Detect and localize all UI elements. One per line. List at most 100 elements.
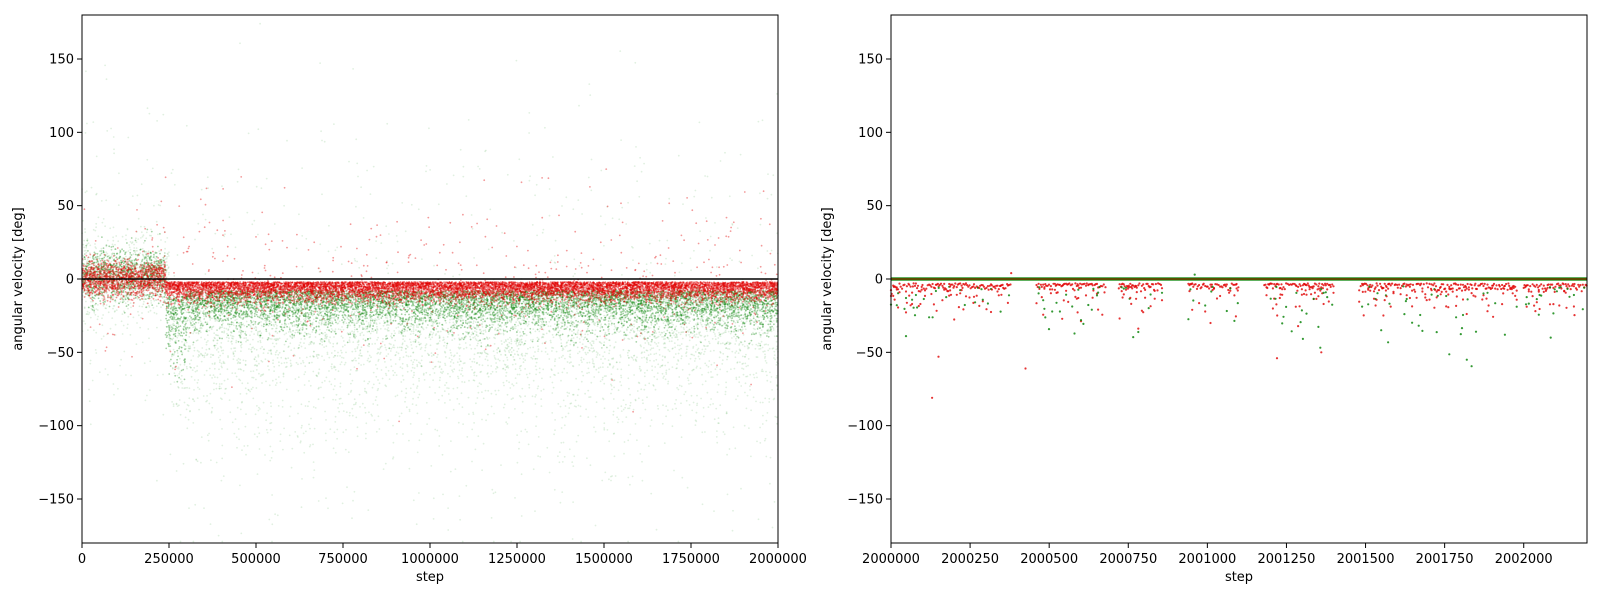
scatter-point	[666, 240, 668, 242]
scatter-point	[552, 156, 554, 158]
scatter-point	[542, 369, 544, 371]
scatter-point	[301, 235, 303, 237]
scatter-point	[506, 380, 508, 382]
scatter-point	[444, 363, 446, 365]
scatter-point	[552, 382, 554, 384]
scatter-point	[321, 355, 323, 357]
scatter-point	[325, 497, 327, 499]
scatter-point	[338, 328, 340, 330]
scatter-point	[253, 327, 255, 329]
scatter-point	[341, 263, 343, 265]
scatter-point	[723, 431, 725, 433]
scatter-point	[376, 396, 378, 398]
scatter-point	[452, 276, 454, 278]
scatter-point	[94, 246, 96, 248]
scatter-point	[517, 354, 519, 356]
scatter-point	[303, 319, 305, 321]
scatter-point	[739, 361, 741, 363]
scatter-point	[470, 366, 472, 368]
scatter-point	[149, 389, 151, 391]
scatter-point	[342, 431, 344, 433]
scatter-point	[681, 262, 683, 264]
scatter-point	[419, 344, 421, 346]
scatter-point	[460, 149, 462, 151]
scatter-point	[141, 306, 143, 308]
scatter-point	[249, 344, 251, 346]
scatter-point	[650, 493, 652, 495]
scatter-point	[657, 345, 659, 347]
scatter-point	[715, 408, 717, 410]
scatter-point	[87, 329, 89, 331]
scatter-point	[451, 355, 453, 357]
scatter-point	[291, 467, 293, 469]
scatter-point	[179, 371, 181, 373]
scatter-point	[113, 148, 115, 150]
scatter-point	[301, 403, 303, 405]
scatter-point	[95, 332, 97, 334]
scatter-point	[245, 337, 247, 339]
scatter-point	[138, 314, 140, 316]
scatter-point	[205, 352, 207, 354]
scatter-point	[646, 357, 648, 359]
scatter-point	[352, 68, 354, 70]
scatter-point	[718, 417, 720, 419]
scatter-point	[117, 388, 119, 390]
scatter-point	[687, 487, 689, 489]
scatter-point	[346, 411, 348, 413]
scatter-point	[237, 181, 239, 183]
scatter-point	[283, 428, 285, 430]
scatter-point	[334, 431, 336, 433]
scatter-point	[729, 195, 731, 197]
scatter-point	[411, 318, 413, 320]
scatter-point	[256, 186, 258, 188]
scatter-point	[257, 427, 259, 429]
scatter-point	[141, 312, 143, 314]
scatter-point	[394, 347, 396, 349]
scatter-point	[240, 533, 242, 535]
scatter-point	[360, 349, 362, 351]
scatter-point	[85, 70, 87, 72]
scatter-point	[142, 248, 144, 250]
scatter-point	[147, 328, 149, 330]
scatter-point	[457, 387, 459, 389]
scatter-point	[353, 322, 355, 324]
scatter-point	[181, 341, 183, 343]
scatter-point	[444, 384, 446, 386]
scatter-point	[627, 541, 629, 543]
scatter-point	[578, 105, 580, 107]
scatter-point	[318, 387, 320, 389]
scatter-point	[481, 324, 483, 326]
scatter-point	[197, 460, 199, 462]
scatter-point	[546, 323, 548, 325]
scatter-point	[484, 350, 486, 352]
scatter-point	[457, 361, 459, 363]
scatter-point	[715, 335, 717, 337]
scatter-point	[517, 325, 519, 327]
scatter-point	[394, 332, 396, 334]
scatter-point	[294, 332, 296, 334]
scatter-point	[235, 418, 237, 420]
scatter-point	[218, 351, 220, 353]
scatter-point	[157, 234, 159, 236]
scatter-point	[717, 329, 719, 331]
scatter-point	[765, 343, 767, 345]
scatter-point	[333, 356, 335, 358]
scatter-point	[672, 324, 674, 326]
scatter-point	[649, 272, 651, 274]
scatter-point	[188, 507, 190, 509]
scatter-point	[487, 390, 489, 392]
scatter-point	[767, 350, 769, 352]
scatter-point	[695, 190, 697, 192]
scatter-point	[421, 258, 423, 260]
scatter-point	[702, 384, 704, 386]
scatter-point	[390, 359, 392, 361]
scatter-point	[242, 302, 244, 304]
scatter-point	[662, 373, 664, 375]
scatter-point	[344, 344, 346, 346]
scatter-point	[416, 360, 418, 362]
scatter-point	[557, 403, 559, 405]
scatter-point	[474, 330, 476, 332]
scatter-point	[767, 344, 769, 346]
scatter-point	[418, 362, 420, 364]
scatter-point	[535, 425, 537, 427]
